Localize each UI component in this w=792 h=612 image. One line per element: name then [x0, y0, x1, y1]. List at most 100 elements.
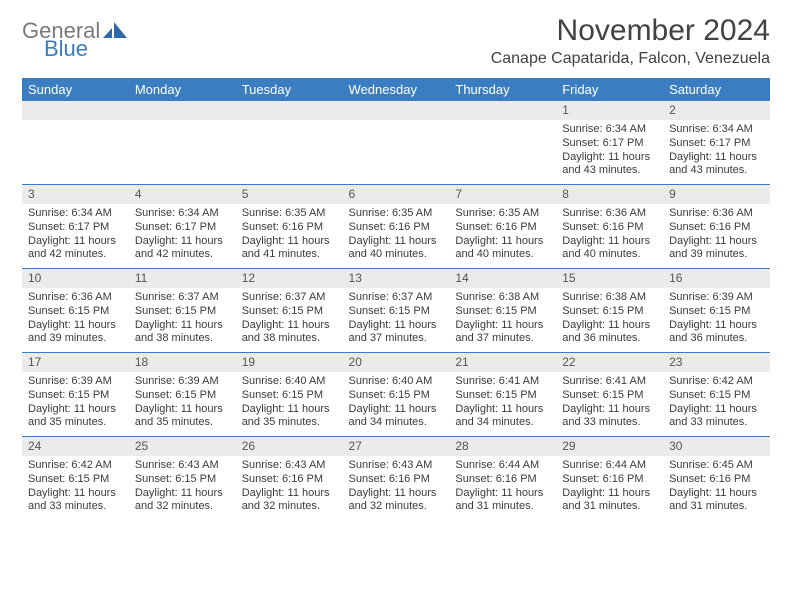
day-number: 21: [449, 353, 556, 372]
sunrise-line: Sunrise: 6:38 AM: [455, 291, 550, 305]
daylight-line: Daylight: 11 hours and 40 minutes.: [349, 235, 444, 263]
day-number: 25: [129, 437, 236, 456]
daylight-line: Daylight: 11 hours and 32 minutes.: [349, 487, 444, 515]
day-cell: 15Sunrise: 6:38 AMSunset: 6:15 PMDayligh…: [556, 269, 663, 353]
day-number: 8: [556, 185, 663, 204]
sunrise-line: Sunrise: 6:45 AM: [669, 459, 764, 473]
daylight-line: Daylight: 11 hours and 32 minutes.: [242, 487, 337, 515]
sunset-line: Sunset: 6:15 PM: [349, 389, 444, 403]
sunrise-line: Sunrise: 6:39 AM: [28, 375, 123, 389]
day-cell: 27Sunrise: 6:43 AMSunset: 6:16 PMDayligh…: [343, 437, 450, 521]
day-cell: 18Sunrise: 6:39 AMSunset: 6:15 PMDayligh…: [129, 353, 236, 437]
daylight-line: Daylight: 11 hours and 42 minutes.: [135, 235, 230, 263]
weekday-header: Friday: [556, 78, 663, 101]
day-cell: [22, 101, 129, 185]
sunset-line: Sunset: 6:16 PM: [669, 473, 764, 487]
day-number: 5: [236, 185, 343, 204]
day-body: Sunrise: 6:43 AMSunset: 6:15 PMDaylight:…: [129, 456, 236, 520]
sunrise-line: Sunrise: 6:42 AM: [669, 375, 764, 389]
day-cell: 7Sunrise: 6:35 AMSunset: 6:16 PMDaylight…: [449, 185, 556, 269]
week-row: 10Sunrise: 6:36 AMSunset: 6:15 PMDayligh…: [22, 269, 770, 353]
day-cell: 1Sunrise: 6:34 AMSunset: 6:17 PMDaylight…: [556, 101, 663, 185]
day-body: Sunrise: 6:42 AMSunset: 6:15 PMDaylight:…: [22, 456, 129, 520]
sunrise-line: Sunrise: 6:42 AM: [28, 459, 123, 473]
day-cell: 22Sunrise: 6:41 AMSunset: 6:15 PMDayligh…: [556, 353, 663, 437]
daylight-line: Daylight: 11 hours and 40 minutes.: [455, 235, 550, 263]
day-number: 1: [556, 101, 663, 120]
day-cell: 4Sunrise: 6:34 AMSunset: 6:17 PMDaylight…: [129, 185, 236, 269]
day-number: 27: [343, 437, 450, 456]
day-number: 29: [556, 437, 663, 456]
day-cell: 12Sunrise: 6:37 AMSunset: 6:15 PMDayligh…: [236, 269, 343, 353]
day-cell: 6Sunrise: 6:35 AMSunset: 6:16 PMDaylight…: [343, 185, 450, 269]
daylight-line: Daylight: 11 hours and 35 minutes.: [242, 403, 337, 431]
sunset-line: Sunset: 6:15 PM: [669, 305, 764, 319]
day-cell: [343, 101, 450, 185]
day-body: Sunrise: 6:40 AMSunset: 6:15 PMDaylight:…: [343, 372, 450, 436]
daylight-line: Daylight: 11 hours and 35 minutes.: [135, 403, 230, 431]
day-body: Sunrise: 6:36 AMSunset: 6:15 PMDaylight:…: [22, 288, 129, 352]
day-body: Sunrise: 6:43 AMSunset: 6:16 PMDaylight:…: [236, 456, 343, 520]
logo: General Blue: [22, 14, 127, 60]
day-body: Sunrise: 6:41 AMSunset: 6:15 PMDaylight:…: [449, 372, 556, 436]
day-cell: 14Sunrise: 6:38 AMSunset: 6:15 PMDayligh…: [449, 269, 556, 353]
daylight-line: Daylight: 11 hours and 32 minutes.: [135, 487, 230, 515]
day-cell: 11Sunrise: 6:37 AMSunset: 6:15 PMDayligh…: [129, 269, 236, 353]
weekday-header: Monday: [129, 78, 236, 101]
sunset-line: Sunset: 6:16 PM: [562, 221, 657, 235]
sunrise-line: Sunrise: 6:36 AM: [562, 207, 657, 221]
day-cell: [449, 101, 556, 185]
daylight-line: Daylight: 11 hours and 31 minutes.: [669, 487, 764, 515]
day-cell: 3Sunrise: 6:34 AMSunset: 6:17 PMDaylight…: [22, 185, 129, 269]
day-body: Sunrise: 6:35 AMSunset: 6:16 PMDaylight:…: [343, 204, 450, 268]
daylight-line: Daylight: 11 hours and 34 minutes.: [455, 403, 550, 431]
day-body: Sunrise: 6:42 AMSunset: 6:15 PMDaylight:…: [663, 372, 770, 436]
day-cell: 19Sunrise: 6:40 AMSunset: 6:15 PMDayligh…: [236, 353, 343, 437]
daylight-line: Daylight: 11 hours and 33 minutes.: [562, 403, 657, 431]
sunrise-line: Sunrise: 6:44 AM: [562, 459, 657, 473]
day-body: Sunrise: 6:37 AMSunset: 6:15 PMDaylight:…: [236, 288, 343, 352]
day-blank: [22, 101, 129, 120]
day-body: Sunrise: 6:38 AMSunset: 6:15 PMDaylight:…: [449, 288, 556, 352]
day-body-empty: [22, 120, 129, 184]
sunset-line: Sunset: 6:15 PM: [562, 389, 657, 403]
logo-text-blue: Blue: [44, 38, 127, 60]
daylight-line: Daylight: 11 hours and 33 minutes.: [28, 487, 123, 515]
daylight-line: Daylight: 11 hours and 38 minutes.: [242, 319, 337, 347]
week-row: 17Sunrise: 6:39 AMSunset: 6:15 PMDayligh…: [22, 353, 770, 437]
day-number: 19: [236, 353, 343, 372]
sunset-line: Sunset: 6:17 PM: [28, 221, 123, 235]
day-number: 11: [129, 269, 236, 288]
sunrise-line: Sunrise: 6:36 AM: [28, 291, 123, 305]
day-body: Sunrise: 6:34 AMSunset: 6:17 PMDaylight:…: [663, 120, 770, 184]
daylight-line: Daylight: 11 hours and 37 minutes.: [455, 319, 550, 347]
day-body: Sunrise: 6:40 AMSunset: 6:15 PMDaylight:…: [236, 372, 343, 436]
day-cell: 13Sunrise: 6:37 AMSunset: 6:15 PMDayligh…: [343, 269, 450, 353]
daylight-line: Daylight: 11 hours and 31 minutes.: [455, 487, 550, 515]
sunset-line: Sunset: 6:16 PM: [349, 473, 444, 487]
day-body-empty: [236, 120, 343, 184]
day-number: 4: [129, 185, 236, 204]
daylight-line: Daylight: 11 hours and 38 minutes.: [135, 319, 230, 347]
day-number: 24: [22, 437, 129, 456]
daylight-line: Daylight: 11 hours and 43 minutes.: [562, 151, 657, 179]
sunset-line: Sunset: 6:15 PM: [242, 389, 337, 403]
day-body-empty: [343, 120, 450, 184]
day-body: Sunrise: 6:37 AMSunset: 6:15 PMDaylight:…: [129, 288, 236, 352]
day-cell: 16Sunrise: 6:39 AMSunset: 6:15 PMDayligh…: [663, 269, 770, 353]
day-number: 18: [129, 353, 236, 372]
daylight-line: Daylight: 11 hours and 42 minutes.: [28, 235, 123, 263]
daylight-line: Daylight: 11 hours and 33 minutes.: [669, 403, 764, 431]
sunrise-line: Sunrise: 6:41 AM: [562, 375, 657, 389]
sunrise-line: Sunrise: 6:41 AM: [455, 375, 550, 389]
sunrise-line: Sunrise: 6:34 AM: [669, 123, 764, 137]
sunrise-line: Sunrise: 6:44 AM: [455, 459, 550, 473]
day-number: 2: [663, 101, 770, 120]
day-body: Sunrise: 6:45 AMSunset: 6:16 PMDaylight:…: [663, 456, 770, 520]
daylight-line: Daylight: 11 hours and 31 minutes.: [562, 487, 657, 515]
sunset-line: Sunset: 6:16 PM: [669, 221, 764, 235]
title-block: November 2024 Canape Capatarida, Falcon,…: [491, 14, 770, 68]
sunrise-line: Sunrise: 6:35 AM: [455, 207, 550, 221]
day-cell: 25Sunrise: 6:43 AMSunset: 6:15 PMDayligh…: [129, 437, 236, 521]
sunset-line: Sunset: 6:15 PM: [135, 389, 230, 403]
